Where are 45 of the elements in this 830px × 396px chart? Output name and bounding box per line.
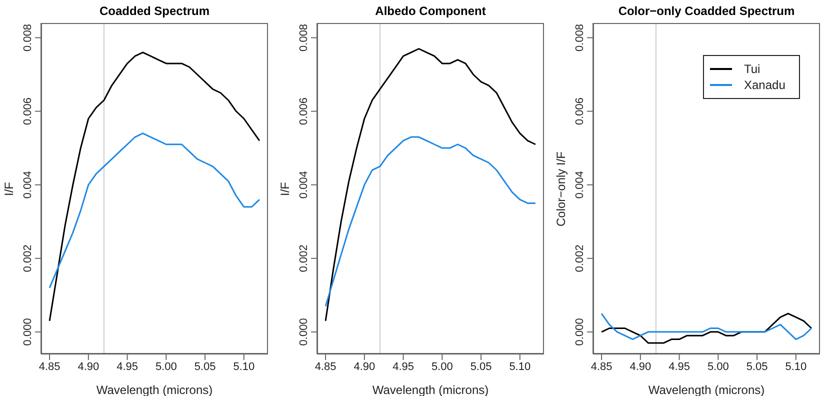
chart-title: Albedo Component [374, 4, 487, 18]
x-tick-label: 5.10 [233, 360, 255, 373]
line-series [324, 48, 536, 322]
y-tick-label: 0.006 [22, 98, 34, 126]
x-tick-label: 4.90 [78, 360, 100, 373]
x-tick-label: 4.95 [116, 360, 138, 373]
x-tick-label: 5.10 [509, 360, 531, 373]
x-tick-label: 4.95 [392, 360, 414, 373]
legend-label: Tui [744, 61, 760, 77]
x-tick-label: 4.95 [668, 360, 690, 373]
y-axis-title: I/F [278, 182, 292, 196]
chart-title: Coadded Spectrum [98, 4, 210, 18]
x-tick-label: 5.05 [194, 360, 216, 373]
x-tick-label: 5.05 [746, 360, 768, 373]
y-tick-label: 0.002 [22, 244, 34, 272]
y-tick-label: 0.004 [22, 171, 34, 199]
x-tick-label: 5.00 [155, 360, 177, 373]
x-tick-label: 5.00 [431, 360, 453, 373]
y-tick-label: 0.008 [298, 24, 310, 52]
y-tick-label: 0.006 [574, 98, 586, 126]
y-tick-label: 0.004 [574, 171, 586, 199]
line-series [48, 132, 260, 289]
y-axis-title: Color−only I/F [554, 150, 568, 226]
y-tick-label: 0.000 [574, 318, 586, 346]
y-tick-label: 0.000 [22, 318, 34, 346]
x-tick-label: 5.10 [785, 360, 807, 373]
x-tick-label: 4.85 [590, 360, 612, 373]
y-tick-label: 0.002 [298, 244, 310, 272]
x-tick-label: 5.05 [470, 360, 492, 373]
legend-label: Xanadu [744, 77, 786, 93]
y-tick-label: 0.008 [574, 24, 586, 52]
x-tick-label: 4.85 [38, 360, 60, 373]
y-tick-label: 0.002 [574, 244, 586, 272]
x-tick-label: 5.00 [707, 360, 729, 373]
y-tick-label: 0.006 [298, 98, 310, 126]
y-tick-label: 0.008 [22, 24, 34, 52]
x-tick-label: 4.90 [630, 360, 652, 373]
y-tick-label: 0.000 [298, 318, 310, 346]
y-tick-label: 0.004 [298, 171, 310, 199]
line-series [324, 136, 536, 307]
line-series [48, 52, 260, 322]
y-axis-title: I/F [2, 182, 16, 196]
x-tick-label: 4.85 [314, 360, 336, 373]
chart-title: Color−only Coadded Spectrum [617, 4, 796, 18]
x-tick-label: 4.90 [354, 360, 376, 373]
